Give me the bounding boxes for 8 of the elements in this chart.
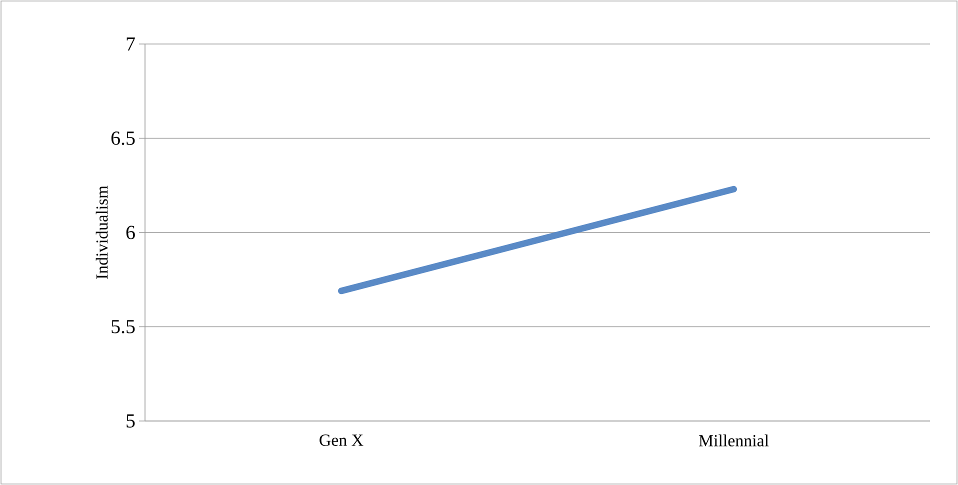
y-tick-label: 5: [126, 414, 135, 428]
y-tick-label: 7: [126, 37, 135, 51]
x-tick-label: Gen X: [320, 434, 364, 446]
y-tick-label: 5.5: [112, 320, 135, 334]
y-axis-title: Individualism: [96, 186, 108, 279]
y-tick-label: 6.5: [111, 132, 135, 145]
y-tick-label: 6: [126, 226, 135, 240]
x-tick-label: Millennial: [698, 434, 769, 446]
